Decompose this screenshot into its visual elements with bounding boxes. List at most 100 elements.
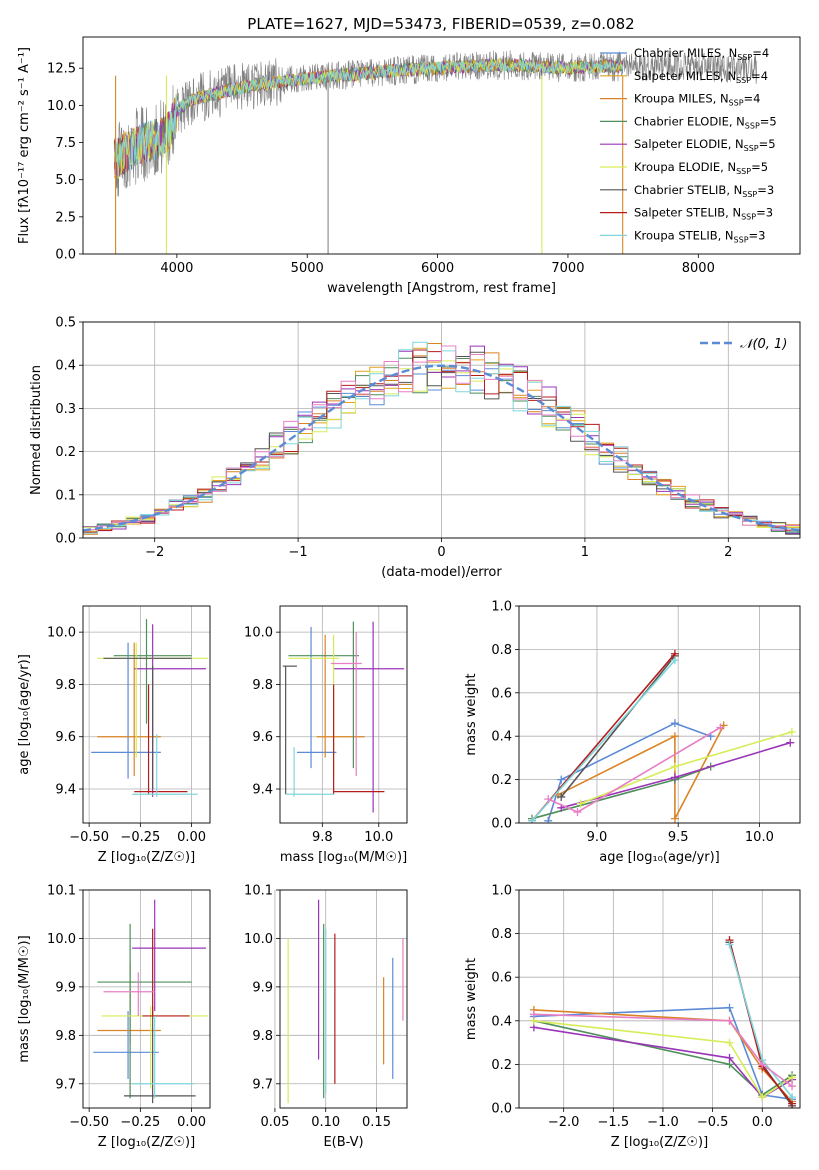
legend-label-base: Kroupa STELIB, N [634, 228, 734, 242]
errorbar-point [97, 642, 161, 776]
normal-curve [83, 364, 800, 532]
weight-series [544, 723, 725, 817]
mass_vs_EBV-plot-area [287, 899, 404, 1104]
y-tick-label: 9.6 [252, 730, 273, 745]
weight-marker [670, 773, 679, 782]
weight-marker [758, 1093, 767, 1102]
y-tick-label: 9.4 [55, 783, 76, 798]
legend-label-base: Chabrier MILES, N [634, 46, 737, 60]
weight-line [531, 659, 676, 822]
mass_vs_EBV-ticks: 0.05 0.10 0.15 9.7 9.8 9.9 10.0 10.1 [244, 884, 391, 1131]
y-tick-label: 9.9 [55, 980, 76, 995]
weight-line [533, 1013, 793, 1087]
x-tick-label: 0.0 [752, 1115, 773, 1130]
errorbar-point [103, 657, 192, 790]
legend-label-tail: =3 [757, 183, 774, 197]
weight-marker [787, 727, 796, 736]
legend-label-base: Kroupa MILES, N [634, 92, 729, 106]
legend-label-subscript: SSP [736, 167, 751, 176]
mass_vs_Z-frame [82, 889, 211, 1109]
residuals-plot-area [83, 341, 800, 538]
errorbar-point [134, 684, 188, 795]
weight-series [544, 719, 715, 823]
legend-label: Salpeter ELODIE, NSSP=5 [634, 137, 776, 153]
x-tick-label: 10.0 [745, 830, 774, 845]
x-tick-label: 5000 [291, 261, 324, 276]
age_vs_Z-plot-area [91, 619, 208, 797]
legend-label-subscript: SSP [745, 121, 760, 130]
weight-series [725, 940, 797, 1102]
spectrum-ticks: 4000 5000 6000 7000 8000 0.0 2.5 5.0 7.5 10.0 12.5 [47, 62, 715, 276]
x-tick-label: 9.5 [668, 830, 689, 845]
x-tick-label: −1.0 [647, 1115, 679, 1130]
age_vs_Z-frame [82, 605, 211, 824]
y-tick-label: 9.4 [252, 783, 273, 798]
mass_vs_Z-plot-area [93, 899, 208, 1104]
legend-label-tail: =4 [752, 46, 769, 60]
weight-marker [527, 816, 536, 823]
weight_vs_Z-ticks: −2.0 −1.5 −1.0 −0.5 0.0 0.0 0.2 0.4 0.6 0.8 1.0 [491, 884, 772, 1131]
residuals-legend: 𝒩(0, 1) [700, 337, 787, 352]
weight-marker [544, 795, 553, 804]
x-axis-label: mass [log₁₀(M/M☉)] [280, 850, 407, 865]
y-axis-label: mass weight [464, 673, 479, 755]
weight-line [533, 1020, 793, 1099]
y-tick-label: 7.5 [55, 136, 76, 151]
mass_vs_Z-panel: −0.50 −0.25 0.00 9.7 9.8 9.9 10.0 10.1 Z [log₁₀(… [17, 884, 211, 1150]
weight-line [560, 655, 676, 798]
weight-marker [529, 1010, 538, 1019]
legend-label-base: Chabrier ELODIE, N [634, 114, 745, 128]
weight-marker [557, 775, 566, 784]
weight_vs_Z-plot-area [529, 936, 797, 1108]
weight-marker [786, 738, 795, 747]
legend-label-base: Kroupa ELODIE, N [634, 160, 736, 174]
errorbar-point [296, 626, 337, 769]
legend-label: Chabrier MILES, NSSP=4 [634, 46, 769, 62]
errorbar-point [333, 621, 405, 813]
x-axis-label: (data-model)/error [381, 565, 502, 580]
errorbar-point [97, 923, 192, 1099]
y-tick-label: 0.0 [55, 248, 76, 263]
weight-line [547, 722, 711, 822]
age_vs_Z-panel: −0.50 −0.25 0.00 9.4 9.6 9.8 10.0 Z [log₁₀(Z/Z☉… [17, 605, 211, 865]
legend-label: Kroupa ELODIE, NSSP=5 [634, 160, 768, 176]
weight-marker [725, 1003, 734, 1012]
errorbar-point [91, 642, 161, 779]
legend-label: Chabrier ELODIE, NSSP=5 [634, 114, 777, 130]
y-tick-label: 9.7 [252, 1077, 273, 1092]
y-tick-label: 10.1 [244, 884, 273, 899]
y-tick-label: 0.4 [491, 1014, 512, 1029]
weight-marker [716, 723, 725, 732]
y-tick-label: 0.1 [55, 488, 76, 503]
x-tick-label: 0.15 [362, 1115, 391, 1130]
y-tick-label: 1.0 [491, 884, 512, 899]
figure-title: PLATE=1627, MJD=53473, FIBERID=0539, z=0… [247, 15, 634, 33]
y-tick-label: 10.1 [47, 884, 76, 899]
y-tick-label: 12.5 [47, 62, 76, 77]
age_vs_Z-ticks: −0.50 −0.25 0.00 9.4 9.6 9.8 10.0 [47, 626, 206, 845]
y-tick-label: 0.6 [491, 686, 512, 701]
legend-label-tail: =3 [756, 206, 773, 220]
y-tick-label: 2.5 [55, 210, 76, 225]
legend-label-subscript: SSP [737, 53, 752, 62]
spectrum-frame [82, 36, 801, 255]
model-spectrum-line [113, 58, 624, 170]
legend-label: Salpeter MILES, NSSP=4 [634, 69, 768, 85]
y-tick-label: 0.3 [55, 402, 76, 417]
spectrum-plot-area [113, 50, 758, 254]
x-axis-label: Z [log₁₀(Z/Z☉)] [98, 850, 195, 865]
x-axis-label: E(B-V) [323, 1135, 363, 1150]
weight-marker [725, 1016, 734, 1025]
weight-series [527, 656, 679, 823]
legend-label-subscript: SSP [744, 144, 759, 153]
y-tick-label: 10.0 [244, 626, 273, 641]
y-tick-label: 0.4 [55, 359, 76, 374]
x-tick-label: 1 [581, 545, 589, 560]
weight_vs_age-frame [518, 605, 801, 824]
age_vs_mass-ticks: 9.8 10.0 9.4 9.6 9.8 10.0 [244, 626, 393, 845]
legend-label-tail: =4 [744, 92, 761, 106]
mass_vs_Z-ticks: −0.50 −0.25 0.00 9.7 9.8 9.9 10.0 10.1 [47, 884, 206, 1131]
y-axis-label: Flux [fλ10⁻¹⁷ erg cm⁻² s⁻¹ A⁻¹] [17, 47, 32, 244]
residuals-panel: −2 −1 0 1 2 0.0 0.1 0.2 0.3 0.4 0.5 (data-model)/er… [29, 316, 801, 580]
weight-marker [758, 1060, 767, 1069]
